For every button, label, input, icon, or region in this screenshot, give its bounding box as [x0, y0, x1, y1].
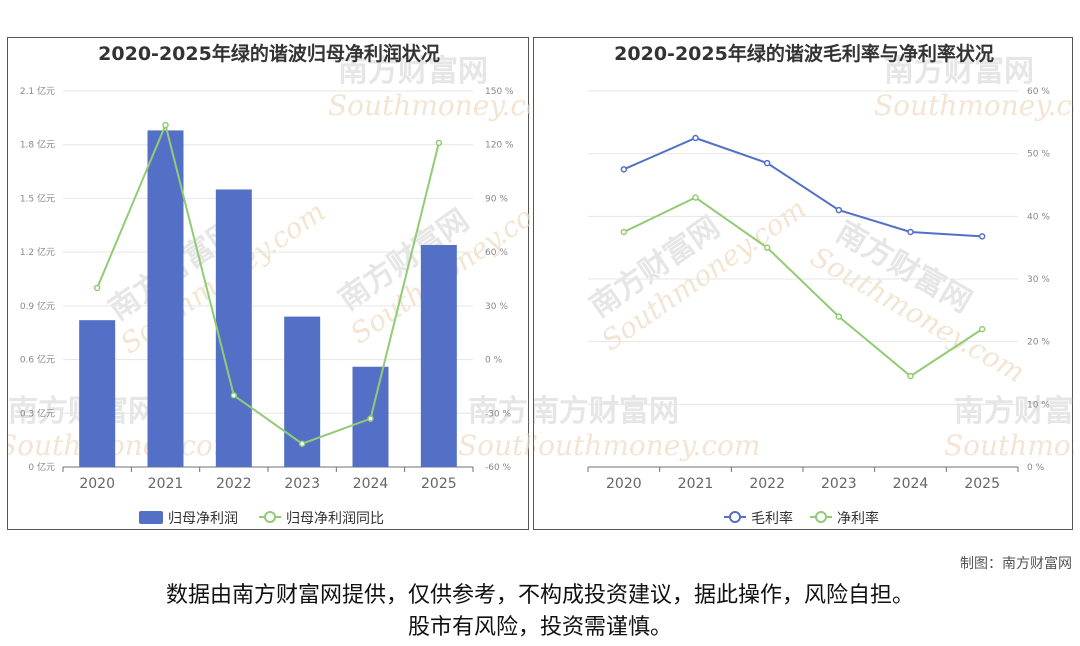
point-series-1 — [978, 325, 986, 333]
watermark-text: 南方财富网 — [884, 54, 1034, 89]
x-tick-label: 2020 — [79, 476, 115, 492]
x-tick-label: 2020 — [606, 476, 642, 492]
watermark-text: Southmoney.com — [458, 429, 530, 462]
chart-title: 2020-2025年绿的谐波毛利率与净利率状况 — [614, 42, 994, 65]
legend-swatch-marker-0 — [729, 511, 741, 523]
watermark-text: 南方财富网 — [954, 394, 1074, 429]
x-tick-label: 2023 — [284, 476, 320, 492]
y-right-tick-label: 150 % — [485, 87, 514, 97]
y-right-tick-label: 60 % — [485, 248, 508, 258]
line-series-0 — [623, 136, 983, 238]
point-series-1 — [692, 194, 699, 201]
chart-credit: 制图：南方财富网 — [960, 556, 1072, 572]
line-yoy-growth — [96, 121, 440, 445]
bar-net-profit — [147, 130, 184, 467]
y-right-tick-label: -60 % — [485, 463, 512, 473]
x-tick-label: 2022 — [216, 476, 252, 492]
watermark-text: Southmoney.com — [874, 89, 1074, 122]
bar-net-profit — [79, 320, 116, 467]
y-right-tick-label: 60 % — [1027, 87, 1050, 97]
y-right-tick-label: 90 % — [485, 194, 508, 204]
point-series-1 — [835, 313, 843, 320]
y-left-tick-label: 0 亿元 — [28, 461, 55, 473]
point-yoy-growth — [298, 440, 306, 447]
y-left-tick-label: 1.8 亿元 — [20, 139, 55, 151]
watermark-text: Southmoney.com — [8, 429, 239, 462]
watermark-text: 南方财富网 — [338, 54, 488, 89]
point-series-0 — [692, 134, 699, 142]
y-left-tick-label: 0.6 亿元 — [20, 354, 55, 366]
x-tick-label: 2025 — [421, 476, 457, 492]
y-right-tick-label: 40 % — [1027, 212, 1050, 222]
y-right-tick-label: -30 % — [485, 409, 512, 419]
point-yoy-growth — [93, 284, 101, 292]
disclaimer-line-1: 数据由南方财富网提供，仅供参考，不构成投资建议，据此操作，风险自担。 — [165, 583, 914, 608]
x-tick-label: 2024 — [893, 476, 929, 492]
y-right-tick-label: 10 % — [1027, 400, 1050, 410]
x-tick-label: 2021 — [148, 476, 184, 492]
right-chart-panel: 南方财富网Southmoney.com南方财富网Southmoney.com南方… — [533, 37, 1074, 530]
legend-label-1: 净利率 — [837, 510, 879, 527]
x-tick-label: 2021 — [678, 476, 714, 492]
line-series-1 — [623, 196, 983, 378]
x-tick-label: 2022 — [749, 476, 785, 492]
x-tick-label: 2025 — [964, 476, 1000, 492]
legend-swatch-marker-1 — [815, 511, 827, 523]
point-series-0 — [835, 206, 843, 214]
legend-label-yoy: 归母净利润同比 — [286, 510, 384, 527]
point-yoy-growth — [367, 415, 374, 422]
x-tick-label: 2024 — [353, 476, 389, 492]
y-left-tick-label: 0.3 亿元 — [20, 407, 55, 419]
watermark-text: 南方财富网 — [468, 394, 530, 429]
x-tick-label: 2023 — [821, 476, 857, 492]
watermark-text: Southmoney.com — [944, 429, 1074, 462]
legend-swatch-net-profit — [139, 511, 163, 524]
point-series-1 — [907, 372, 914, 380]
disclaimer: 数据由南方财富网提供，仅供参考，不构成投资建议，据此操作，风险自担。 股市有风险… — [0, 580, 1080, 644]
y-left-tick-label: 1.2 亿元 — [20, 246, 55, 258]
y-right-tick-label: 30 % — [1027, 275, 1050, 285]
y-right-tick-label: 50 % — [1027, 150, 1050, 160]
legend-label-net-profit: 归母净利润 — [168, 510, 238, 527]
y-left-tick-label: 2.1 亿元 — [20, 85, 55, 97]
point-yoy-growth — [435, 139, 443, 147]
y-right-tick-label: 20 % — [1027, 338, 1050, 348]
point-series-1 — [763, 244, 771, 251]
point-series-0 — [907, 228, 914, 236]
legend-label-0: 毛利率 — [751, 510, 793, 527]
bar-net-profit — [215, 189, 252, 467]
point-yoy-growth — [162, 121, 169, 129]
y-right-tick-label: 0 % — [1027, 463, 1045, 473]
y-right-tick-label: 120 % — [485, 141, 514, 151]
y-right-tick-label: 0 % — [485, 356, 503, 366]
y-right-tick-label: 30 % — [485, 302, 508, 312]
margin-chart: 南方财富网Southmoney.com南方财富网Southmoney.com南方… — [534, 42, 1074, 527]
chart-title: 2020-2025年绿的谐波归母净利润状况 — [98, 42, 440, 65]
disclaimer-line-2: 股市有风险，投资需谨慎。 — [407, 615, 672, 640]
point-yoy-growth — [230, 392, 238, 399]
y-left-tick-label: 1.5 亿元 — [20, 192, 55, 204]
watermark-text: Southmoney.com — [534, 429, 760, 462]
bar-net-profit — [420, 244, 457, 467]
y-left-tick-label: 0.9 亿元 — [20, 300, 55, 312]
point-series-0 — [978, 233, 986, 240]
point-series-0 — [620, 166, 628, 173]
net-profit-chart: 南方财富网Southmoney.com南方财富网Southmoney.com南方… — [8, 42, 530, 527]
watermark-text: Southmoney.com — [328, 89, 530, 122]
watermark-text: 南方财富网 — [534, 394, 679, 429]
point-series-0 — [763, 159, 771, 167]
legend-swatch-yoy-marker — [264, 511, 276, 523]
point-series-1 — [620, 228, 628, 236]
left-chart-panel: 南方财富网Southmoney.com南方财富网Southmoney.com南方… — [7, 37, 530, 530]
